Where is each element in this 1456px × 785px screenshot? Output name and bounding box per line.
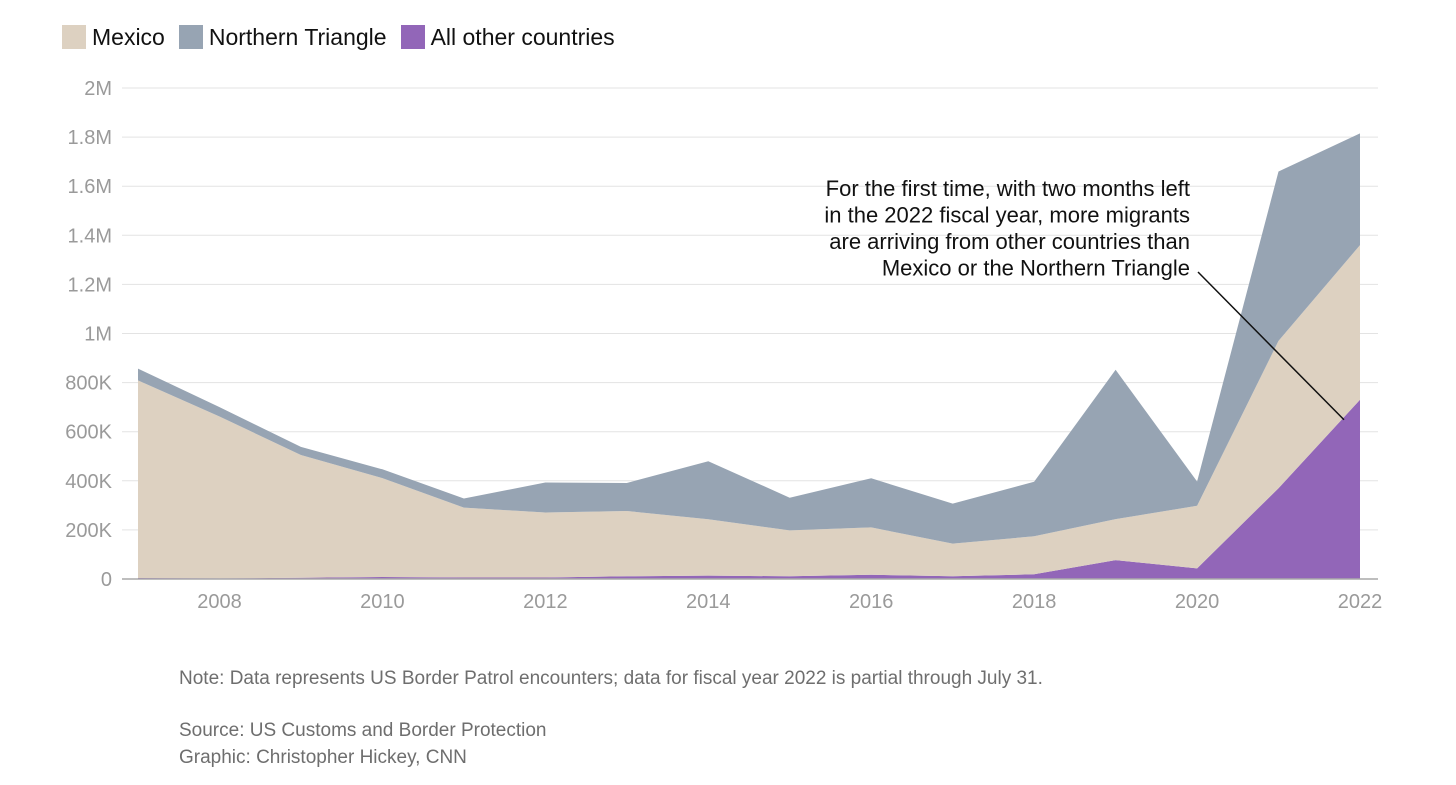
annotation-text-line: are arriving from other countries than <box>829 229 1190 254</box>
x-tick-label: 2010 <box>360 591 405 613</box>
annotation-text-line: For the first time, with two months left <box>826 176 1190 201</box>
annotation-leader-line <box>1197 271 1345 421</box>
legend-label-other-countries: All other countries <box>430 23 615 50</box>
x-tick-label: 2020 <box>1175 591 1220 613</box>
annotation-text-line: Mexico or the Northern Triangle <box>882 256 1190 281</box>
y-tick-label: 600K <box>65 422 112 444</box>
y-tick-label: 1.2M <box>68 274 112 296</box>
legend-label-mexico: Mexico <box>92 23 165 50</box>
legend-label-northern-triangle: Northern Triangle <box>208 23 387 50</box>
area-all-other-countries <box>138 399 1360 579</box>
y-tick-label: 800K <box>65 373 112 395</box>
chart-legend: Mexico Northern Triangle All other count… <box>62 20 615 54</box>
area-series <box>138 133 1360 579</box>
x-tick-label: 2014 <box>686 591 731 613</box>
x-tick-label: 2022 <box>1338 591 1383 613</box>
x-tick-label: 2008 <box>197 591 242 613</box>
area-mexico <box>138 245 1360 579</box>
data-note: Note: Data represents US Border Patrol e… <box>179 668 1043 689</box>
graphic-credit: Graphic: Christopher Hickey, CNN <box>179 747 467 768</box>
legend-swatch-mexico <box>62 25 86 49</box>
legend-item-mexico: Mexico <box>62 24 165 51</box>
y-tick-label: 2M <box>84 78 112 100</box>
y-tick-label: 1.8M <box>68 127 112 149</box>
chart-notes: Note: Data represents US Border Patrol e… <box>179 665 1279 771</box>
axes: 0 200K 400K 600K 800K 1M 1.2M 1.4M 1.6M 1.8M 2M 200… <box>65 78 1382 613</box>
stacked-area-chart: 0 200K 400K 600K 800K 1M 1.2M 1.4M 1.6M 1.8M 2M 200… <box>65 78 1382 613</box>
x-tick-label: 2016 <box>849 591 894 613</box>
annotation: For the first time, with two months left… <box>824 176 1345 421</box>
legend-item-other-countries: All other countries <box>400 23 615 51</box>
legend-swatch-other-countries <box>400 25 425 49</box>
y-tick-label: 200K <box>65 520 112 542</box>
legend-swatch-northern-triangle <box>178 25 203 49</box>
legend-item-northern-triangle: Northern Triangle <box>178 23 387 51</box>
y-tick-label: 1.4M <box>68 225 112 247</box>
y-tick-label: 0 <box>101 569 112 591</box>
annotation-text-line: in the 2022 fiscal year, more migrants <box>824 203 1190 228</box>
x-tick-label: 2018 <box>1012 591 1057 613</box>
source-credit: Source: US Customs and Border Protection <box>179 720 547 741</box>
y-tick-label: 400K <box>65 471 112 493</box>
y-tick-label: 1M <box>84 324 112 346</box>
y-tick-label: 1.6M <box>68 176 112 198</box>
x-tick-label: 2012 <box>523 591 568 613</box>
